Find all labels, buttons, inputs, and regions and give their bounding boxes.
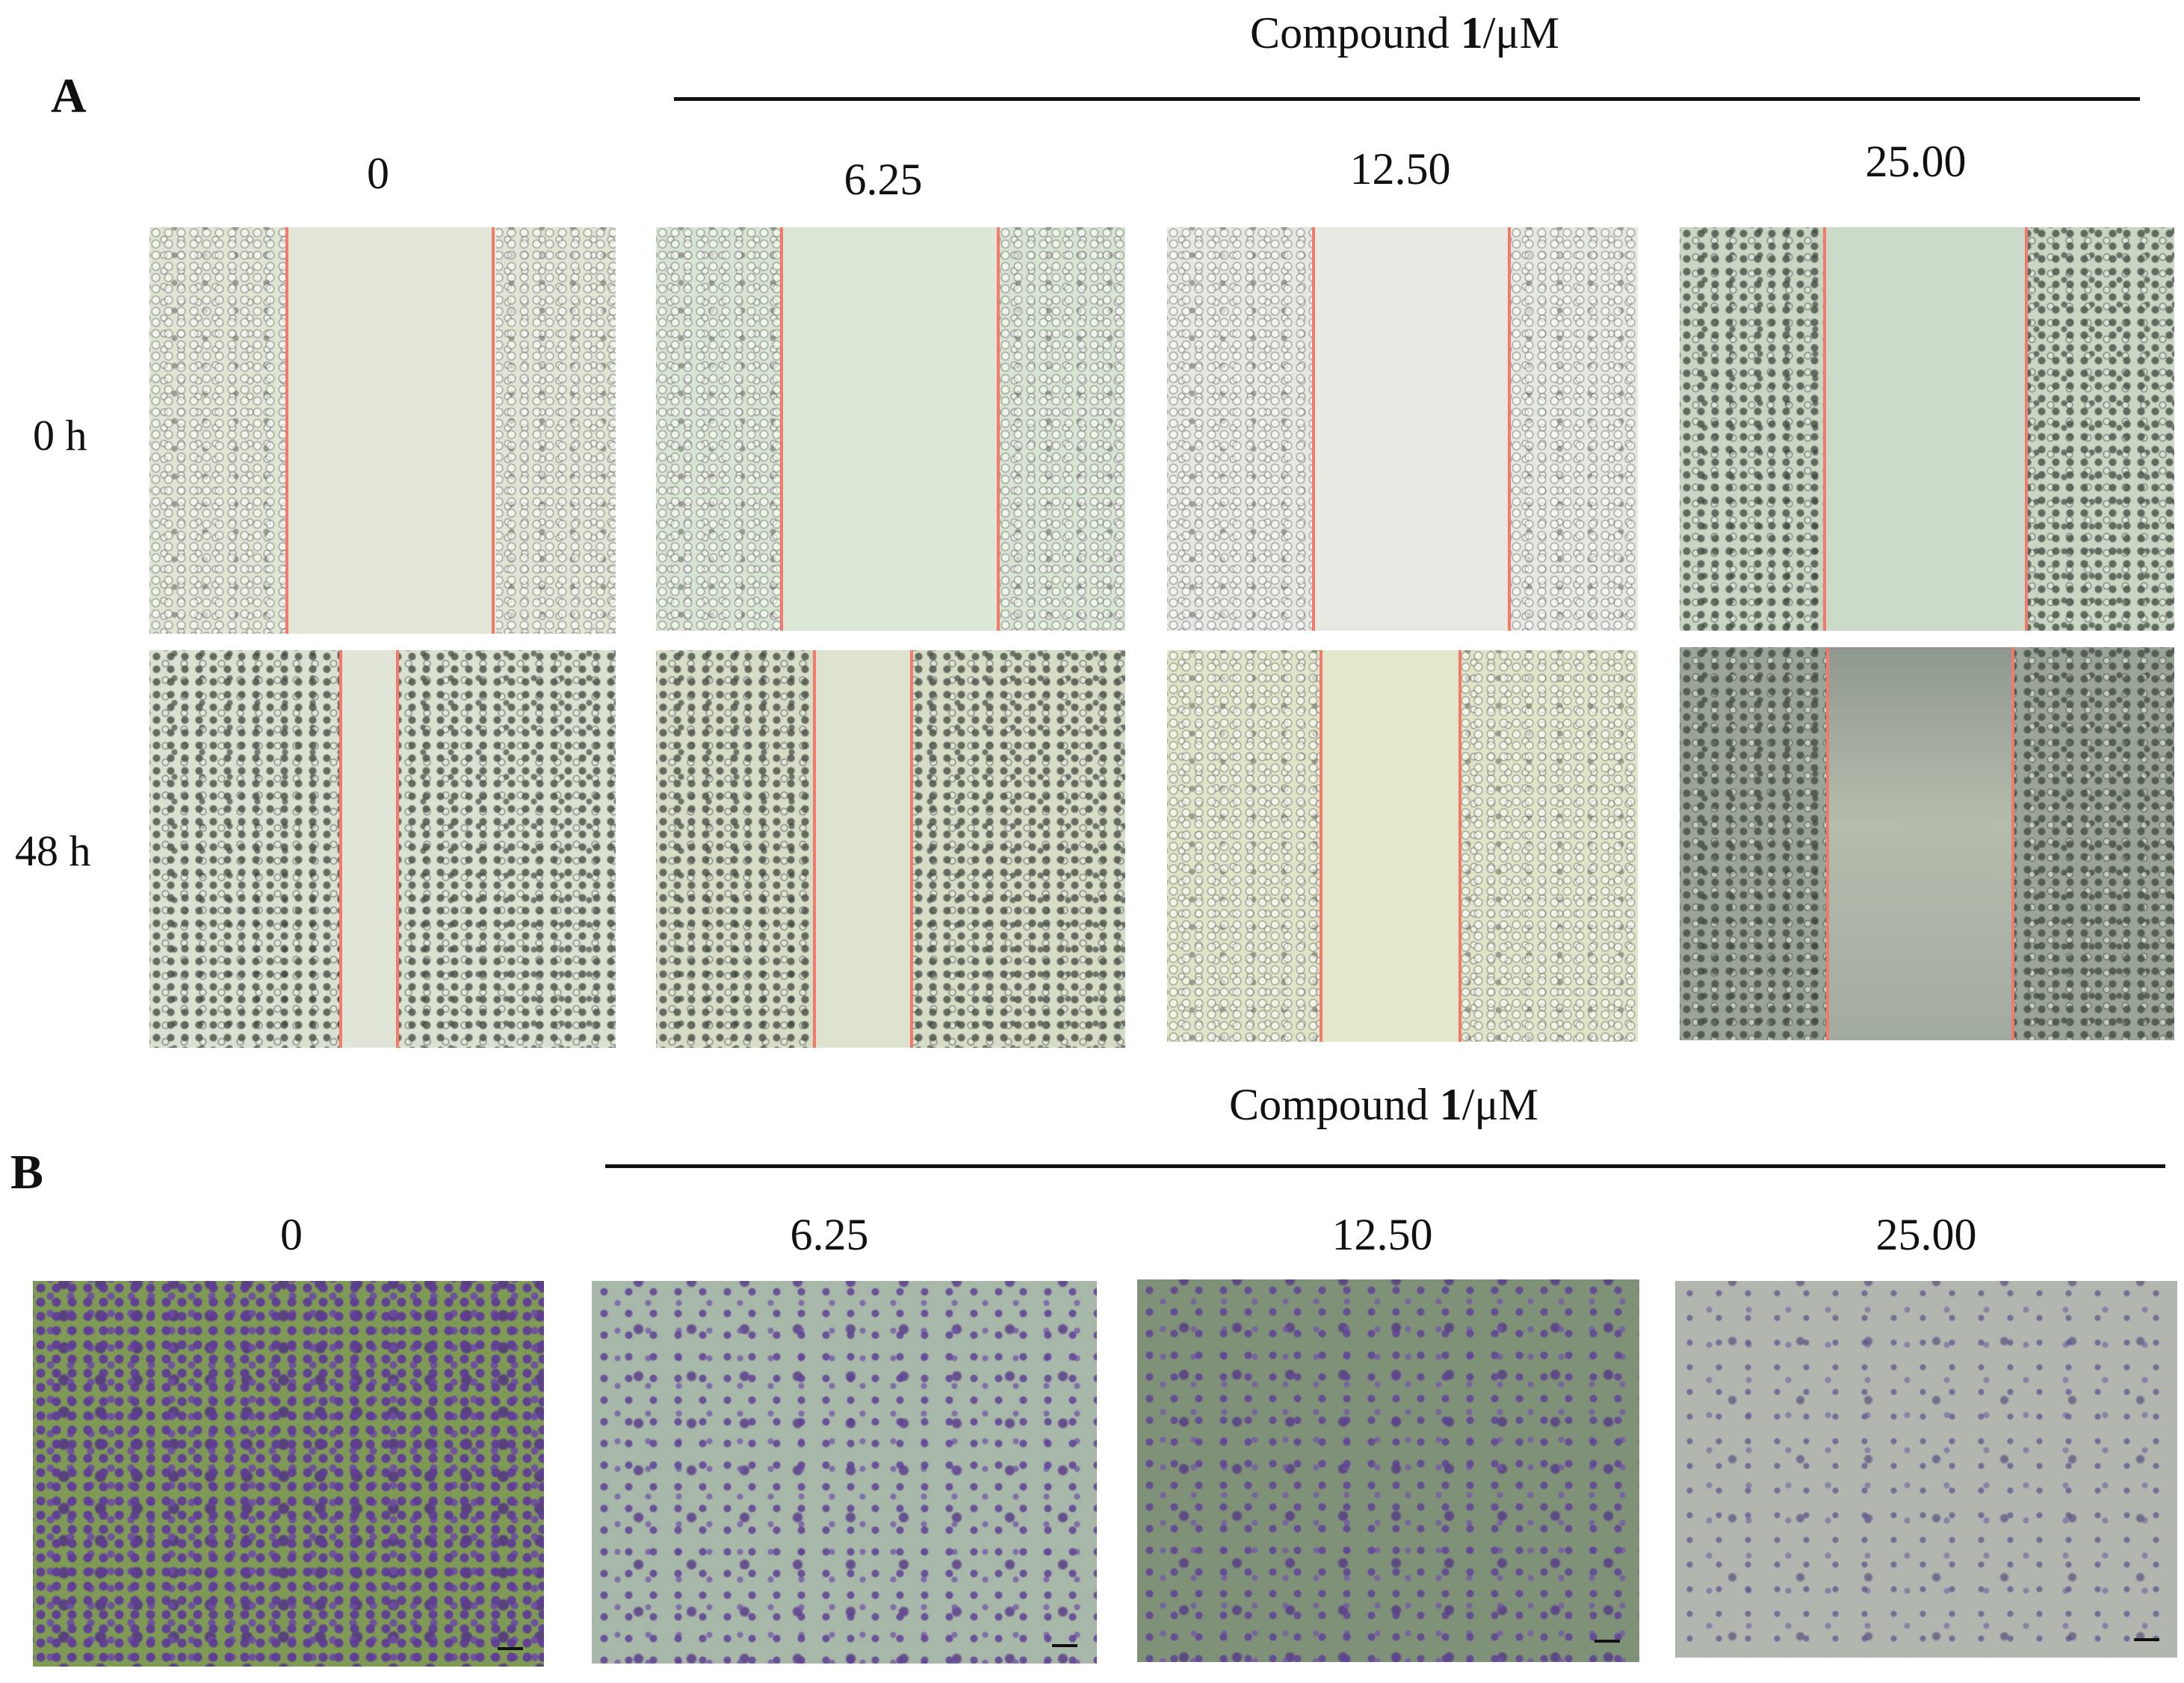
wound-edge-line (1823, 227, 1826, 631)
wound-edge-line (1826, 647, 1829, 1040)
panel-a-row-label-48h: 48 h (15, 827, 91, 875)
panel-b-header-rule (605, 1164, 2165, 1168)
scale-bar (2134, 1638, 2159, 1641)
wound-edge-line (780, 227, 783, 631)
scratch-image-48h-12.50uM (1167, 650, 1638, 1042)
transwell-image-6.25uM (592, 1281, 1097, 1664)
transwell-image-0uM (33, 1281, 544, 1667)
wound-edge-line (997, 227, 1000, 631)
panel-b-header: Compound 1/μM (1229, 1082, 1538, 1127)
panel-b-header-compound-number: 1 (1439, 1080, 1462, 1129)
scale-bar (1594, 1640, 1620, 1643)
scratch-image-0h-6.25uM (656, 227, 1125, 631)
panel-b-col-label-6-25: 6.25 (790, 1210, 869, 1259)
scratch-image-0h-0uM (149, 227, 616, 634)
panel-a-col-label-0: 0 (367, 149, 389, 198)
wound-edge-line (813, 650, 816, 1048)
panel-a-row-label-0h: 0 h (33, 411, 87, 460)
wound-edge-line (1312, 227, 1315, 631)
scratch-image-0h-25.00uM (1680, 227, 2174, 631)
panel-a-label: A (51, 69, 87, 123)
wound-edge-line (1320, 650, 1323, 1042)
panel-a-col-label-25-00: 25.00 (1865, 137, 1967, 186)
panel-a-header-rule (674, 97, 2140, 101)
scratch-image-48h-25.00uM (1680, 647, 2174, 1040)
wound-edge-line (2011, 647, 2014, 1040)
panel-a-col-label-12-50: 12.50 (1349, 144, 1451, 194)
panel-a-header-compound-number: 1 (1460, 8, 1483, 58)
wound-edge-line (2025, 227, 2028, 631)
panel-b-label: B (10, 1145, 44, 1199)
panel-b-header-prefix: Compound (1229, 1080, 1440, 1129)
wound-edge-line (1508, 227, 1511, 631)
scratch-image-0h-12.50uM (1167, 227, 1638, 631)
panel-b-col-label-12-50: 12.50 (1331, 1210, 1433, 1259)
panel-b-col-label-0: 0 (280, 1210, 303, 1259)
panel-a-header: Compound 1/μM (1250, 10, 1559, 55)
transwell-image-25.00uM (1675, 1281, 2177, 1658)
scratch-image-48h-0uM (149, 650, 616, 1048)
wound-edge-line (1458, 650, 1461, 1042)
panel-a-header-unit: /μM (1482, 8, 1559, 58)
scale-bar (1052, 1644, 1077, 1647)
panel-a-col-label-6-25: 6.25 (844, 155, 923, 204)
wound-edge-line (396, 650, 399, 1048)
wound-edge-line (339, 650, 342, 1048)
scratch-image-48h-6.25uM (656, 650, 1125, 1048)
wound-edge-line (910, 650, 913, 1048)
panel-a-header-prefix: Compound (1250, 8, 1461, 58)
panel-b-header-unit: /μM (1461, 1080, 1538, 1129)
wound-edge-line (285, 227, 288, 634)
scale-bar (498, 1647, 523, 1650)
wound-edge-line (492, 227, 495, 634)
panel-b-col-label-25-00: 25.00 (1875, 1210, 1977, 1259)
transwell-image-12.50uM (1137, 1279, 1639, 1662)
